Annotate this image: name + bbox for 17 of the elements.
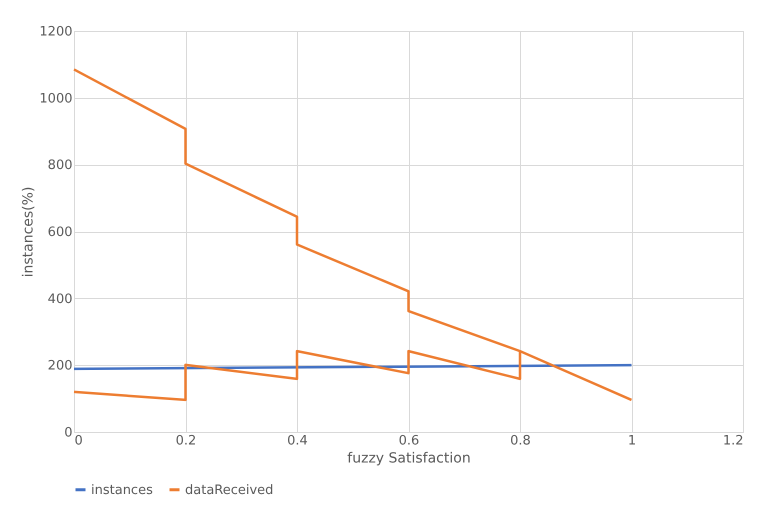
x-tick-label: 0.4: [287, 434, 308, 448]
y-tick-label: 1200: [39, 24, 72, 40]
legend-label: dataReceived: [185, 482, 274, 498]
legend-label: instances: [91, 482, 154, 498]
x-axis-title: fuzzy Satisfaction: [347, 450, 471, 466]
x-tick-label: 0: [74, 434, 83, 448]
y-tick-label: 1000: [39, 91, 72, 106]
y-tick-label: 800: [48, 158, 72, 174]
y-tick-label: 400: [48, 292, 72, 307]
y-tick-label: 600: [48, 225, 72, 240]
x-tick-label: 1: [628, 434, 636, 448]
x-tick-label: 0.6: [398, 434, 420, 448]
x-tick-label: 0.2: [176, 434, 196, 448]
x-tick-label: 1.2: [722, 434, 744, 448]
y-axis-title: instances(%): [20, 186, 36, 278]
y-tick-label: 200: [48, 358, 72, 374]
x-tick-label: 0.8: [510, 434, 531, 448]
